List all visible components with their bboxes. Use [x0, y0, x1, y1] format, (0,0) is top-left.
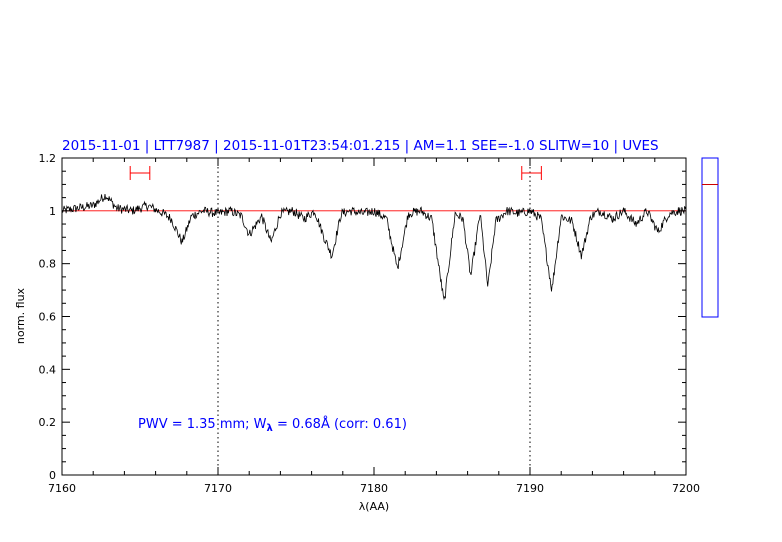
dotted-reference-lines [217, 158, 531, 475]
side-panel-frame [701, 157, 719, 318]
reference-interval-0 [129, 166, 151, 180]
x-axis-ticks: 7160 7170 7180 7190 7200 [48, 158, 700, 495]
pwv-annotation-subscript: λ [267, 423, 274, 434]
chart-title: 2015-11-01 | LTT7987 | 2015-11-01T23:54:… [62, 138, 659, 154]
x-tick-label: 7170 [204, 482, 232, 495]
y-axis-ticks: 0 0.2 0.4 0.6 0.8 1 1.2 [39, 152, 686, 482]
x-tick-label: 7200 [672, 482, 700, 495]
x-axis-label: λ(AA) [359, 500, 389, 513]
y-axis-label: norm. flux [14, 287, 27, 344]
spectrum-series [61, 193, 687, 301]
y-tick-label: 0.2 [39, 416, 57, 429]
spectrum-line [61, 193, 687, 301]
pwv-annotation-prefix: PWV = 1.35 mm; W [138, 417, 267, 432]
y-tick-label: 0.8 [39, 258, 57, 271]
pwv-annotation: PWV = 1.35 mm; Wλ = 0.68Å (corr: 0.61) [138, 416, 407, 434]
y-tick-label: 0.4 [39, 363, 57, 376]
side-panel [701, 157, 719, 318]
reference-interval-1 [521, 166, 542, 180]
y-tick-label: 0.6 [39, 311, 57, 324]
y-tick-label: 0 [49, 469, 56, 482]
pwv-annotation-suffix: = 0.68Å (corr: 0.61) [273, 416, 407, 432]
reference-interval-markers [129, 166, 542, 180]
x-tick-label: 7190 [516, 482, 544, 495]
x-tick-label: 7180 [360, 482, 388, 495]
y-tick-label: 1 [49, 205, 56, 218]
x-tick-label: 7160 [48, 482, 76, 495]
y-tick-label: 1.2 [39, 152, 57, 165]
